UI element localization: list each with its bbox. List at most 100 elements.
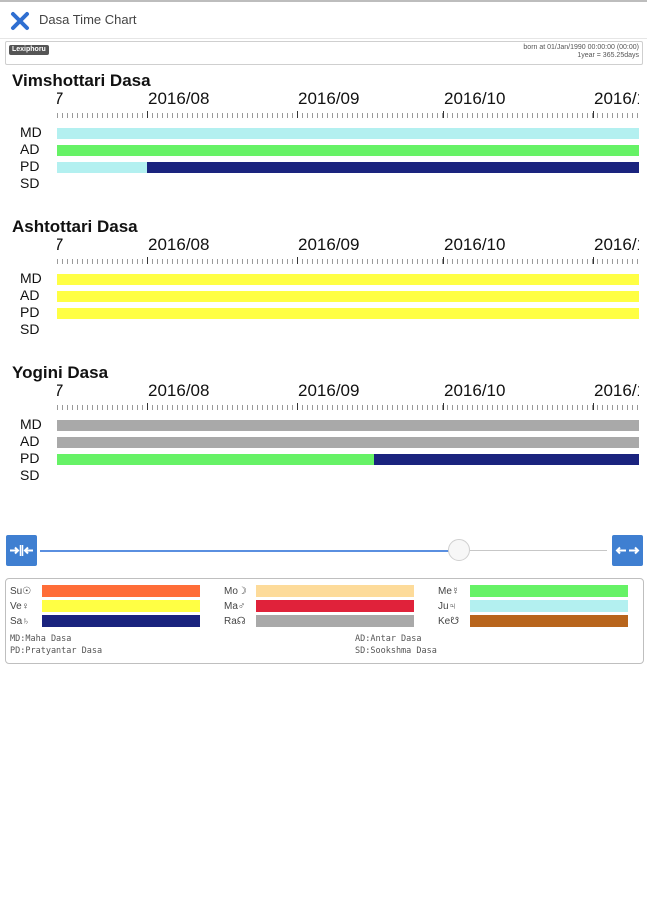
close-x-icon[interactable] [10, 11, 30, 31]
legend-label: Sa♄ [10, 616, 30, 627]
major-tick [443, 257, 444, 264]
level-label-ad: AD [20, 287, 40, 303]
level-label-pd: PD [20, 450, 40, 466]
dasa-bar-pd-ve[interactable] [57, 308, 639, 319]
legend-label: Ju♃ [438, 601, 457, 612]
section-title: Yogini Dasa [12, 363, 109, 382]
timeline-chart[interactable]: 2016/07 2016/08 2016/09 2016/10 2016/11 [57, 235, 639, 335]
dasa-bar-pd-ju[interactable] [57, 162, 147, 173]
legend-color-swatch [42, 600, 200, 612]
dasa-bar-md-ju[interactable] [57, 128, 639, 139]
time-scale: 1year = 365.25days [577, 52, 639, 59]
month-label: 2016/09 [298, 381, 360, 400]
month-label: 2016/09 [298, 235, 360, 254]
level-label-sd: SD [20, 175, 40, 191]
legend-item: Su☉ [10, 585, 210, 598]
app-logo: Lexiphoru [9, 45, 49, 55]
birth-info-bar: Lexiphoru born at 01/Jan/1990 00:00:00 (… [5, 41, 643, 65]
legend-color-swatch [256, 585, 414, 597]
ashtottari-section: Ashtottari Dasa 2016/072016/082016/09201… [0, 217, 647, 357]
time-ruler [57, 110, 639, 118]
legend-label: Ra☊ [224, 616, 246, 627]
level-label-md: MD [20, 124, 42, 140]
slider-track-filled [40, 550, 450, 552]
legend-color-swatch [470, 600, 628, 612]
major-tick [297, 403, 298, 410]
time-ruler [57, 256, 639, 264]
top-border [0, 0, 647, 2]
level-label-pd: PD [20, 304, 40, 320]
legend-note: PD:Pratyantar Dasa [10, 646, 103, 656]
legend-label: Me☿ [438, 586, 460, 597]
dasa-bar-ad-ve[interactable] [57, 291, 639, 302]
app-header: Dasa Time Chart [0, 2, 647, 39]
major-tick [297, 257, 298, 264]
month-label: 2016/07 [57, 235, 64, 254]
birth-datetime: born at 01/Jan/1990 00:00:00 (00:00) [523, 44, 639, 51]
yogini-section: Yogini Dasa 2016/07 2016/08 2016/09 2016/10… [0, 363, 647, 503]
major-tick [147, 111, 148, 118]
major-tick [593, 257, 594, 264]
page-title: Dasa Time Chart [39, 12, 137, 27]
level-label-sd: SD [20, 321, 40, 337]
level-label-ad: AD [20, 141, 40, 157]
legend-note: SD:Sookshma Dasa [355, 646, 437, 656]
legend-color-swatch [42, 585, 200, 597]
legend-item: Ma♂ [224, 600, 424, 613]
month-label: 2016/08 [148, 89, 210, 108]
dasa-bar-ad-ra[interactable] [57, 437, 639, 448]
legend-item: Mo☽ [224, 585, 424, 598]
legend-label: Su☉ [10, 586, 32, 597]
month-label: 2016/11 [594, 235, 639, 254]
level-label-sd: SD [20, 467, 40, 483]
month-label: 2016/09 [298, 89, 360, 108]
legend-label: Ve♀ [10, 601, 30, 612]
major-tick [593, 403, 594, 410]
legend-label: Ke☋ [438, 616, 460, 627]
section-title: Ashtottari Dasa [12, 217, 138, 236]
legend-item: Sa♄ [10, 615, 210, 628]
dasa-bar-pd-sa[interactable] [147, 162, 639, 173]
legend-label: Mo☽ [224, 586, 247, 597]
month-label: 2016/08 [148, 235, 210, 254]
level-label-ad: AD [20, 433, 40, 449]
legend-item: Me☿ [438, 585, 638, 598]
section-title: Vimshottari Dasa [12, 71, 151, 90]
timeline-chart[interactable]: 2016/07 2016/08 2016/09 2016/10 2016/11 [57, 381, 639, 481]
major-tick [443, 111, 444, 118]
legend-color-swatch [42, 615, 200, 627]
legend-item: Ju♃ [438, 600, 638, 613]
collapse-arrows-icon[interactable] [6, 535, 37, 566]
dasa-bar-ad-me[interactable] [57, 145, 639, 156]
level-label-pd: PD [20, 158, 40, 174]
dasa-bar-pd-sa[interactable] [374, 454, 639, 465]
expand-arrows-icon[interactable] [612, 535, 643, 566]
zoom-slider-bar [0, 533, 647, 567]
legend-item: Ra☊ [224, 615, 424, 628]
month-label: 2016/07 [57, 381, 64, 400]
month-label: 2016/08 [148, 381, 210, 400]
timeline-chart[interactable]: 2016/07 2016/08 2016/09 2016/10 2016/11 [57, 89, 639, 189]
slider-thumb[interactable] [448, 539, 470, 561]
month-label: 2016/11 [594, 381, 639, 400]
dasa-bar-md-ra[interactable] [57, 420, 639, 431]
slider-track-empty [470, 550, 607, 551]
legend-label: Ma♂ [224, 601, 246, 612]
month-label: 2016/11 [594, 89, 639, 108]
dasa-bar-pd-me[interactable] [57, 454, 374, 465]
major-tick [297, 111, 298, 118]
month-label: 2016/10 [444, 89, 506, 108]
month-label: 2016/10 [444, 235, 506, 254]
major-tick [443, 403, 444, 410]
vimshottari-section: Vimshottari Dasa 2016/072016/082016/0920… [0, 71, 647, 211]
legend-note: AD:Antar Dasa [355, 634, 422, 644]
legend-item: Ke☋ [438, 615, 638, 628]
month-label: 2016/10 [444, 381, 506, 400]
time-ruler [57, 402, 639, 410]
month-label: 2016/07 [57, 89, 64, 108]
dasa-bar-md-ve[interactable] [57, 274, 639, 285]
level-label-md: MD [20, 270, 42, 286]
major-tick [147, 257, 148, 264]
legend-color-swatch [470, 585, 628, 597]
legend-item: Ve♀ [10, 600, 210, 613]
